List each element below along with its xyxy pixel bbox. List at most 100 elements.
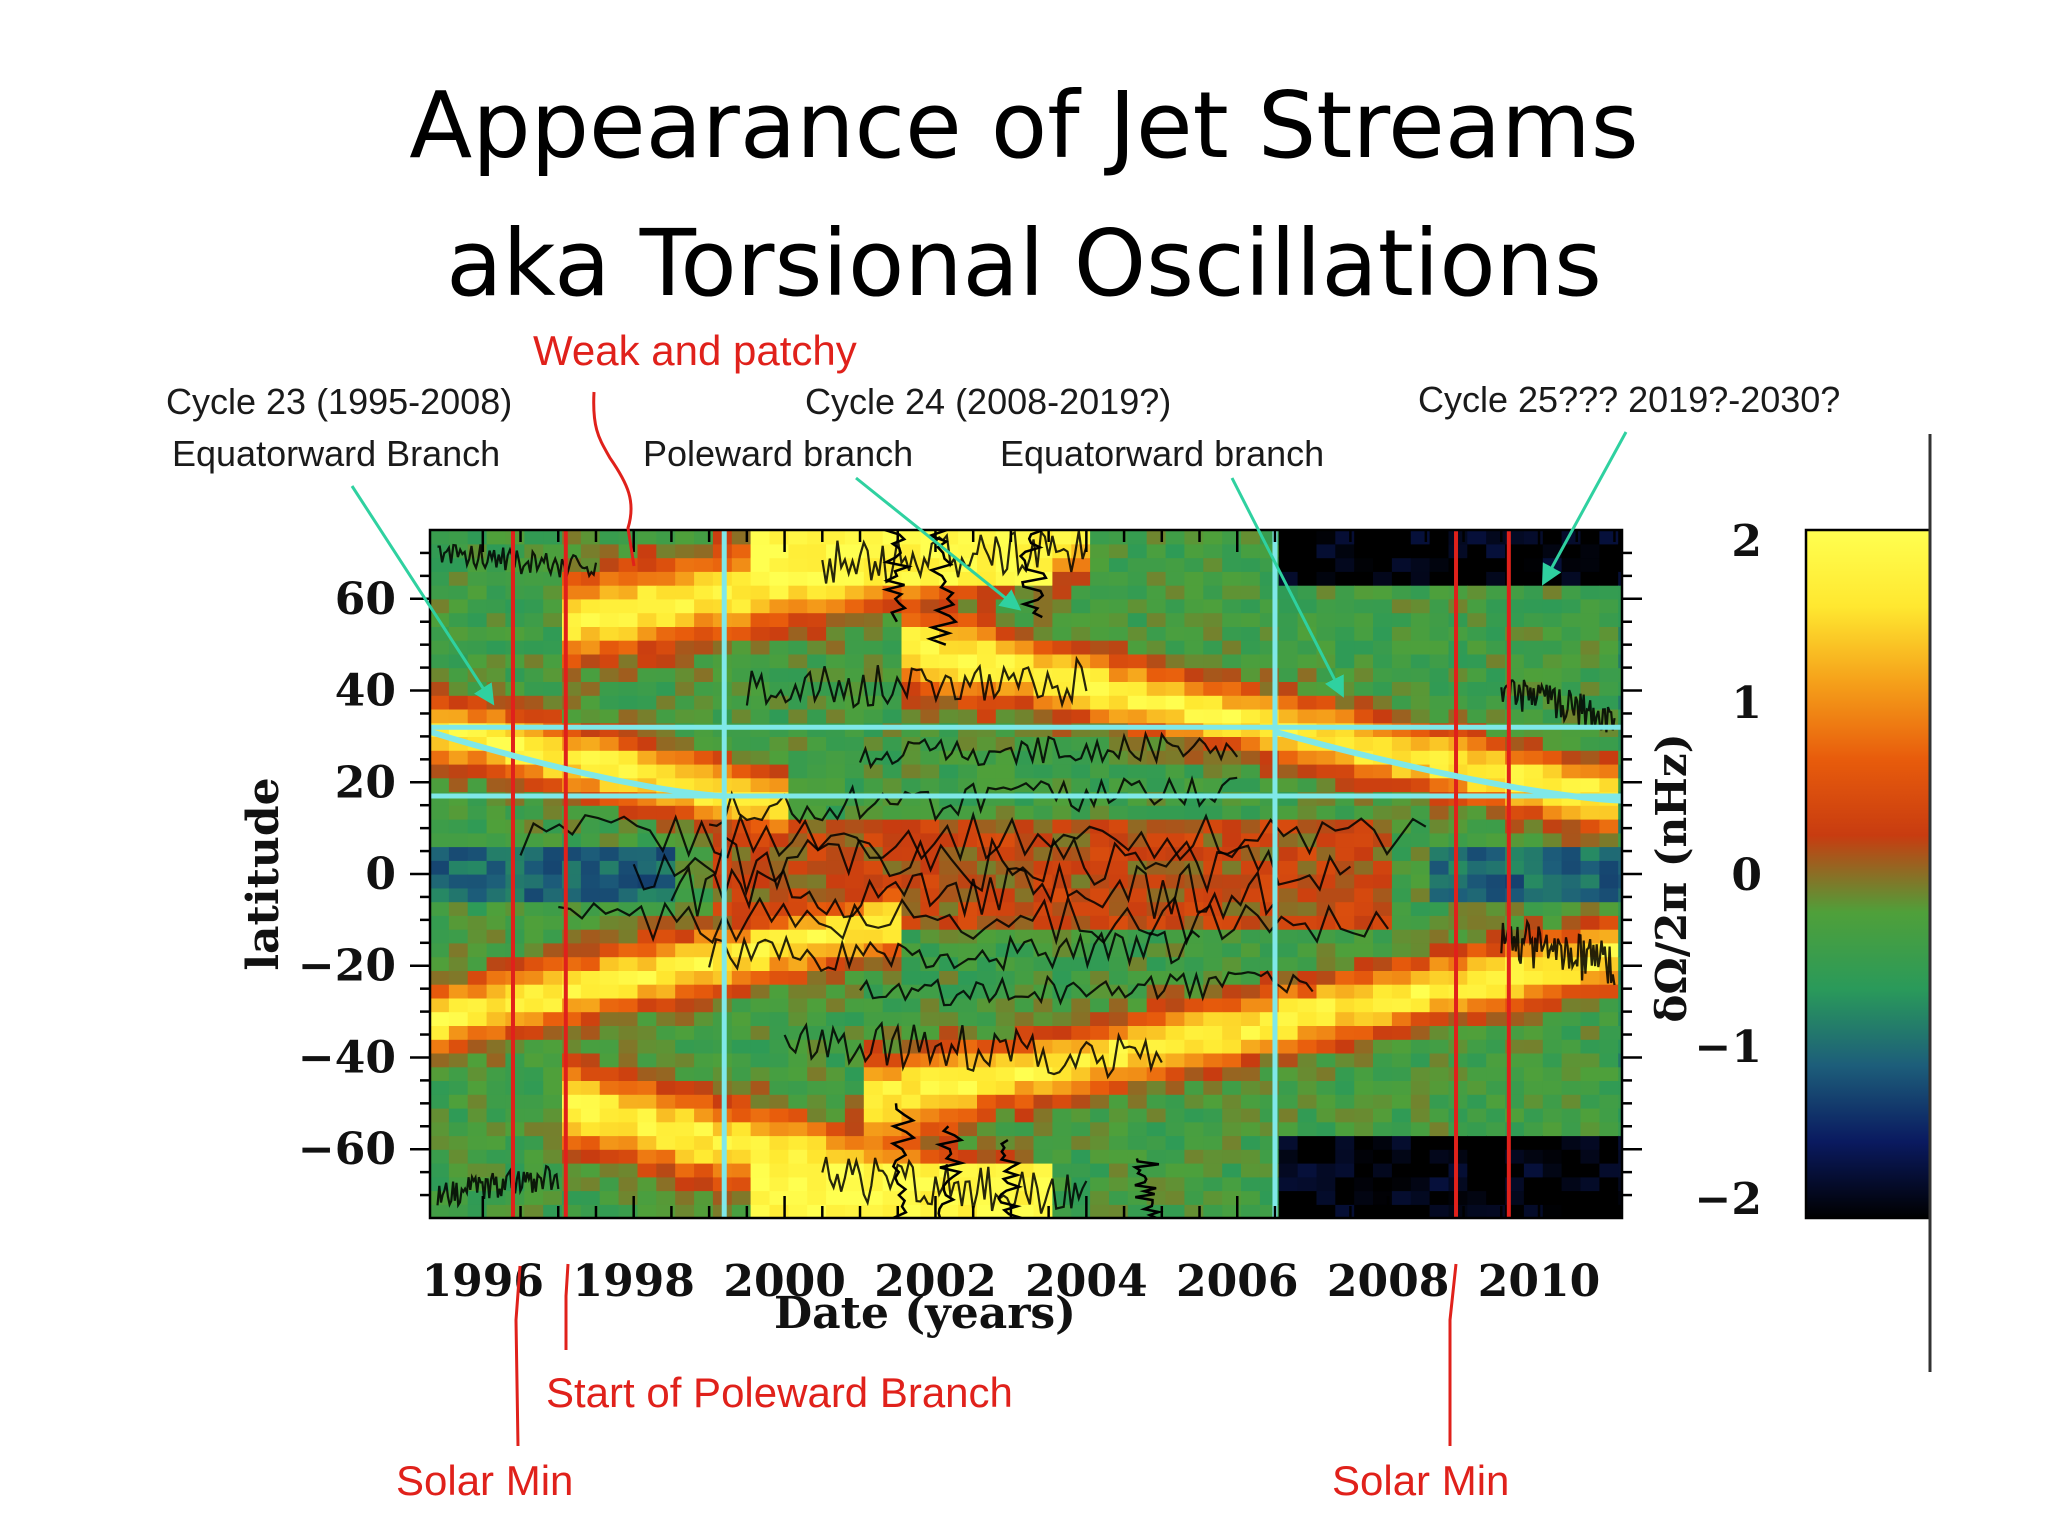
- heatmap-cell: [1354, 942, 1374, 958]
- heatmap-cell: [1618, 681, 1622, 696]
- heatmap-cell: [1618, 640, 1622, 655]
- heatmap-cell: [543, 571, 563, 586]
- heatmap-cell: [599, 612, 620, 627]
- heatmap-cell: [1146, 585, 1167, 600]
- heatmap-cell: [1297, 681, 1318, 696]
- heatmap-cell: [505, 929, 525, 944]
- heatmap-cell: [1146, 805, 1167, 820]
- heatmap-cell: [844, 1121, 865, 1137]
- heatmap-cell: [1429, 1204, 1450, 1218]
- heatmap-cell: [1203, 763, 1223, 779]
- heatmap-cell: [1071, 777, 1091, 793]
- colorbar-tick-label: 2: [1731, 516, 1762, 567]
- heatmap-cell: [882, 763, 903, 779]
- heatmap-cell: [524, 1039, 544, 1054]
- heatmap-cell: [1410, 640, 1431, 655]
- heatmap-cell: [977, 612, 997, 627]
- heatmap-cell: [1599, 805, 1619, 820]
- heatmap-cell: [1071, 557, 1091, 572]
- heatmap-cell: [844, 1204, 865, 1218]
- heatmap-cell: [1354, 984, 1374, 999]
- heatmap-cell: [1278, 667, 1299, 682]
- heatmap-cell: [1599, 571, 1619, 586]
- heatmap-cell: [826, 819, 846, 834]
- heatmap-cell: [731, 1080, 752, 1095]
- cycle24-equatorward-arrow: [1230, 477, 1344, 698]
- heatmap-cell: [1222, 1121, 1242, 1137]
- heatmap-cell: [863, 1066, 884, 1081]
- heatmap-cell: [863, 970, 884, 985]
- heatmap-cell: [1071, 819, 1091, 834]
- heatmap-cell: [1052, 1190, 1072, 1205]
- heatmap-cell: [1165, 557, 1186, 572]
- heatmap-cell: [1241, 942, 1261, 958]
- heatmap-cell: [1467, 1149, 1487, 1164]
- heatmap-cell: [1127, 640, 1148, 655]
- heatmap-cell: [694, 750, 714, 765]
- heatmap-cell: [1486, 1149, 1506, 1164]
- heatmap-cell: [618, 997, 639, 1013]
- heatmap-cell: [1542, 736, 1563, 751]
- heatmap-cell: [580, 543, 601, 559]
- heatmap-cell: [1203, 543, 1223, 559]
- heatmap-cell: [769, 653, 789, 669]
- heatmap-cell: [901, 763, 921, 779]
- heatmap-cell: [844, 929, 865, 944]
- heatmap-cell: [1052, 653, 1072, 669]
- contour-line: [881, 530, 913, 623]
- heatmap-cell: [1580, 887, 1600, 903]
- heatmap-cell: [1486, 1176, 1506, 1192]
- heatmap-cell: [1146, 1121, 1167, 1137]
- heatmap-cell: [505, 1149, 525, 1164]
- heatmap-cell: [524, 530, 544, 545]
- heatmap-cell: [1146, 1080, 1167, 1095]
- heatmap-cell: [1448, 571, 1468, 586]
- heatmap-cell: [769, 598, 789, 614]
- heatmap-cell: [1184, 956, 1204, 971]
- heatmap-cell: [788, 708, 808, 724]
- heatmap-cell: [901, 626, 921, 641]
- y-tick-label: 0: [365, 849, 396, 900]
- heatmap-cell: [1014, 1052, 1035, 1068]
- heatmap-cell: [448, 832, 469, 848]
- heatmap-cell: [807, 708, 827, 724]
- heatmap-cell: [1297, 1163, 1318, 1178]
- heatmap-cell: [1467, 1094, 1487, 1109]
- heatmap-cell: [1316, 681, 1336, 696]
- heatmap-cell: [939, 901, 959, 916]
- heatmap-cell: [1222, 997, 1242, 1013]
- heatmap-cell: [543, 626, 563, 641]
- heatmap-cell: [731, 763, 752, 779]
- heatmap-cell: [1033, 708, 1053, 724]
- heatmap-cell: [637, 929, 657, 944]
- heatmap-cell: [1599, 530, 1619, 545]
- heatmap-cell: [1523, 874, 1544, 889]
- heatmap-cell: [1580, 846, 1600, 861]
- heatmap-cell: [1146, 777, 1167, 793]
- heatmap-cell: [1448, 585, 1468, 600]
- heatmap-cell: [637, 1149, 657, 1164]
- heatmap-cell: [863, 805, 884, 820]
- heatmap-cell: [977, 1135, 997, 1150]
- heatmap-cell: [1241, 1163, 1261, 1178]
- start-poleward-label: Start of Poleward Branch: [546, 1369, 1013, 1416]
- heatmap-cell: [1599, 736, 1619, 751]
- heatmap-cell: [467, 915, 488, 930]
- heatmap-cell: [1014, 1107, 1035, 1123]
- heatmap-cell: [1014, 1080, 1035, 1095]
- heatmap-cell: [882, 640, 903, 655]
- heatmap-cell: [1391, 1080, 1412, 1095]
- heatmap-cell: [1354, 681, 1374, 696]
- heatmap-cell: [1184, 543, 1204, 559]
- heatmap-cell: [939, 1121, 959, 1137]
- heatmap-cell: [920, 653, 940, 669]
- heatmap-cell: [543, 1025, 563, 1040]
- heatmap-cell: [675, 612, 695, 627]
- heatmap-cell: [1486, 557, 1506, 572]
- heatmap-cell: [580, 929, 601, 944]
- heatmap-cell: [901, 1204, 921, 1218]
- heatmap-cell: [731, 970, 752, 985]
- heatmap-cell: [1071, 874, 1091, 889]
- heatmap-cell: [1241, 1080, 1261, 1095]
- heatmap-cell: [750, 530, 771, 545]
